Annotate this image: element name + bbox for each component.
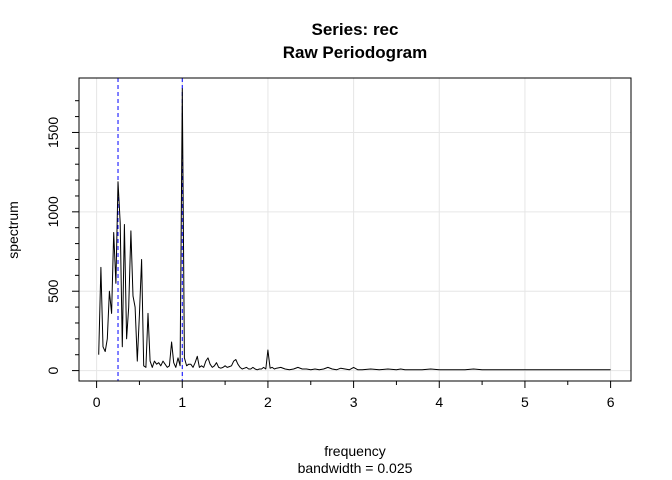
- chart-title: Series: rec: [312, 20, 399, 39]
- series-line: [98, 88, 611, 371]
- x-tick-label: 0: [93, 394, 101, 410]
- reference-lines: [117, 78, 183, 381]
- y-tick-label: 0: [45, 366, 61, 374]
- x-axis-sublabel: bandwidth = 0.025: [298, 460, 413, 476]
- axis-layer: 0 1 2 3 4 5 6 0 500 1000 1500: [45, 100, 615, 410]
- x-tick-label: 3: [350, 394, 358, 410]
- x-axis-label: frequency: [324, 443, 385, 459]
- chart-subtitle: Raw Periodogram: [283, 43, 428, 62]
- series-layer: [98, 88, 611, 371]
- x-tick-label: 1: [178, 394, 186, 410]
- x-tick-label: 4: [435, 394, 443, 410]
- plot-frame: [78, 77, 632, 382]
- x-tick-label: 6: [607, 394, 615, 410]
- x-tick-label: 5: [521, 394, 529, 410]
- y-axis-label: spectrum: [5, 201, 21, 259]
- x-tick-label: 2: [264, 394, 272, 410]
- y-tick-label: 1000: [45, 196, 61, 227]
- y-tick-label: 1500: [45, 117, 61, 148]
- grid-layer: [79, 78, 631, 381]
- y-tick-label: 500: [45, 279, 61, 303]
